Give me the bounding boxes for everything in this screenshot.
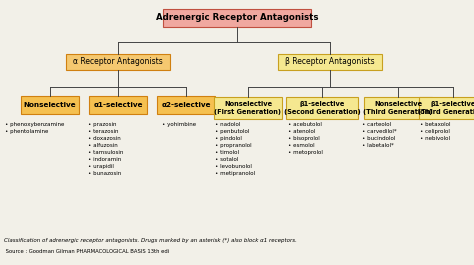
Text: Classification of adrenergic receptor antagonists. Drugs marked by an asterisk (: Classification of adrenergic receptor an… bbox=[4, 238, 297, 243]
Text: • phenoxybenzamine
• phentolamine: • phenoxybenzamine • phentolamine bbox=[5, 122, 64, 134]
FancyBboxPatch shape bbox=[278, 54, 382, 70]
Text: β1-selective
(Third Generation): β1-selective (Third Generation) bbox=[419, 101, 474, 115]
Text: α1-selective: α1-selective bbox=[93, 102, 143, 108]
FancyBboxPatch shape bbox=[364, 97, 432, 119]
Text: Nonselective
(Third Generation): Nonselective (Third Generation) bbox=[363, 101, 433, 115]
FancyBboxPatch shape bbox=[286, 97, 358, 119]
FancyBboxPatch shape bbox=[163, 9, 311, 27]
Text: • nadolol
• penbutolol
• pindolol
• propranolol
• timolol
• sotalol
• levobunolo: • nadolol • penbutolol • pindolol • prop… bbox=[215, 122, 255, 176]
Text: β1-selective
(Second Generation): β1-selective (Second Generation) bbox=[283, 101, 360, 115]
FancyBboxPatch shape bbox=[21, 96, 79, 114]
Text: β Receptor Antagonists: β Receptor Antagonists bbox=[285, 58, 375, 67]
Text: Nonselective: Nonselective bbox=[24, 102, 76, 108]
FancyBboxPatch shape bbox=[157, 96, 215, 114]
FancyBboxPatch shape bbox=[214, 97, 282, 119]
Text: Nonselective
(First Generation): Nonselective (First Generation) bbox=[215, 101, 282, 115]
Text: • yohimbine: • yohimbine bbox=[162, 122, 196, 127]
Text: Source : Goodman Gilman PHARMACOLOGICAL BASIS 13th edi: Source : Goodman Gilman PHARMACOLOGICAL … bbox=[4, 249, 169, 254]
Text: • prazosin
• terazosin
• doxazosin
• alfuzosin
• tamsulosin
• indoramin
• urapid: • prazosin • terazosin • doxazosin • alf… bbox=[88, 122, 123, 176]
Text: α2-selective: α2-selective bbox=[161, 102, 211, 108]
Text: • carteolol
• carvedilol*
• bucindolol
• labetalol*: • carteolol • carvedilol* • bucindolol •… bbox=[362, 122, 397, 148]
Text: • acebutolol
• atenolol
• bisoprolol
• esmolol
• metoprolol: • acebutolol • atenolol • bisoprolol • e… bbox=[288, 122, 323, 155]
Text: • betaxolol
• celiprolol
• nebivolol: • betaxolol • celiprolol • nebivolol bbox=[420, 122, 450, 141]
FancyBboxPatch shape bbox=[419, 97, 474, 119]
FancyBboxPatch shape bbox=[89, 96, 147, 114]
Text: α Receptor Antagonists: α Receptor Antagonists bbox=[73, 58, 163, 67]
FancyBboxPatch shape bbox=[66, 54, 170, 70]
Text: Adrenergic Receptor Antagonists: Adrenergic Receptor Antagonists bbox=[156, 14, 318, 23]
